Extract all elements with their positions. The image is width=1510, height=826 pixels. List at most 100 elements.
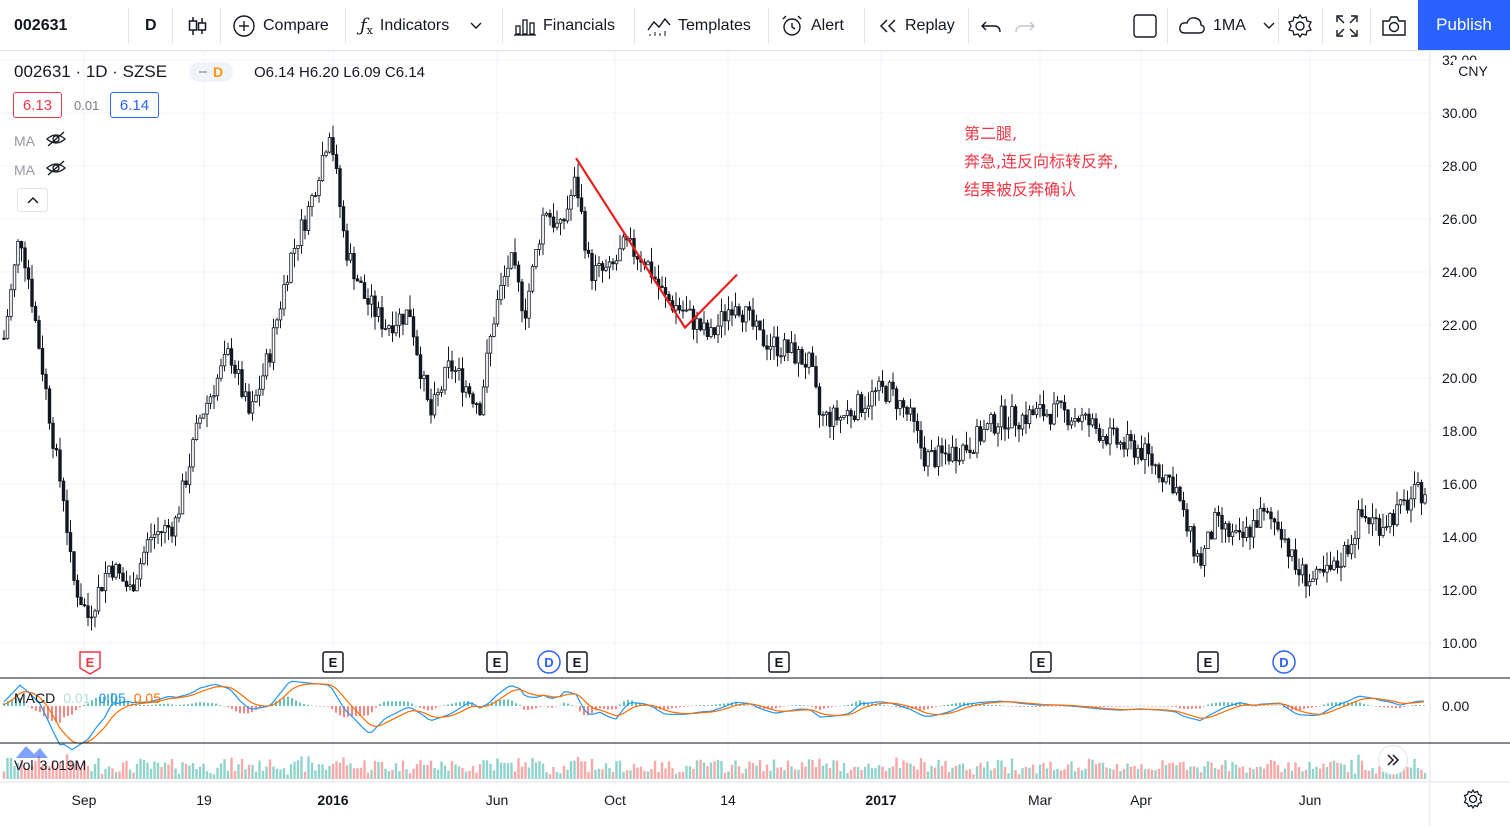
interval-button[interactable]: D — [145, 0, 157, 51]
chart-settings-button[interactable] — [1462, 788, 1484, 815]
macd-histogram-bar — [987, 704, 989, 706]
layout-button[interactable] — [1133, 0, 1157, 51]
candle-body — [1356, 509, 1361, 539]
volume-bar — [902, 760, 905, 779]
chart-canvas[interactable]: 32.0030.0028.0026.0024.0022.0020.0018.00… — [0, 51, 1510, 826]
candle-body — [114, 564, 118, 578]
macd-histogram-bar — [1047, 706, 1049, 707]
candle-body — [954, 446, 958, 462]
volume-bar — [870, 768, 874, 779]
candle-body — [744, 306, 748, 323]
collapse-legend-button[interactable] — [17, 188, 48, 212]
macd-histogram-bar — [907, 706, 909, 709]
macd-histogram-bar — [23, 702, 25, 706]
snapshot-button[interactable] — [1381, 0, 1407, 51]
macd-histogram-bar — [1123, 706, 1125, 707]
volume-bar — [818, 758, 821, 779]
volume-bar — [223, 759, 226, 779]
macd-legend[interactable]: MACD 0.01 0.05 0.05 — [14, 690, 161, 706]
candle-body — [373, 295, 377, 317]
macd-histogram-bar — [1239, 702, 1241, 706]
macd-histogram-bar — [1271, 705, 1273, 706]
candle-body — [1388, 513, 1392, 528]
volume-legend[interactable]: Vol 3.019M — [14, 757, 86, 773]
templates-button[interactable]: Templates — [647, 0, 751, 51]
undo-button[interactable] — [980, 0, 1002, 51]
macd-histogram-bar — [1107, 706, 1109, 707]
candle-body — [1097, 428, 1102, 441]
macd-histogram-bar — [1027, 706, 1029, 707]
axes: 32.0030.0028.0026.0024.0022.0020.0018.00… — [0, 51, 1510, 826]
ma-legend-1[interactable]: MA — [14, 131, 67, 150]
volume-bar — [979, 762, 982, 779]
volume-bar — [905, 762, 909, 779]
candle-body — [191, 439, 195, 468]
candle-body — [418, 354, 423, 380]
candle-body — [527, 290, 531, 319]
candle-body — [1006, 427, 1011, 430]
event-label: E — [573, 655, 582, 670]
macd-histogram-bar — [875, 703, 877, 706]
compare-button[interactable]: Compare — [232, 0, 329, 51]
candle-body — [870, 391, 874, 407]
save-range-button[interactable]: 1MA — [1178, 0, 1275, 51]
candle-body — [250, 401, 255, 414]
candle-body — [772, 336, 776, 347]
alert-button[interactable]: Alert — [780, 0, 844, 51]
fullscreen-button[interactable] — [1335, 0, 1359, 51]
volume-bar — [772, 759, 776, 779]
divider — [968, 8, 969, 43]
candle-body — [467, 386, 472, 395]
candle-body — [229, 348, 234, 366]
candle-body — [303, 219, 307, 231]
candle-body — [1304, 564, 1308, 587]
candle-body — [1297, 569, 1301, 576]
candle-body — [1192, 526, 1196, 557]
ma-legend-2[interactable]: MA — [14, 160, 67, 179]
candle-body — [1216, 512, 1221, 516]
volume-bar — [447, 770, 450, 779]
time-tick-label: Jun — [1299, 792, 1322, 808]
publish-button[interactable]: Publish — [1418, 0, 1510, 50]
volume-bar — [174, 768, 177, 779]
macd-histogram-bar — [463, 701, 465, 706]
macd-histogram-bar — [419, 706, 421, 708]
candle-body — [1003, 405, 1007, 430]
chart-annotation[interactable]: 第二腿, 奔急,连反向标转反奔, 结果被反奔确认 — [964, 120, 1118, 204]
redo-button[interactable] — [1014, 0, 1036, 51]
volume-bar — [1399, 769, 1402, 779]
candle-body — [509, 252, 514, 269]
candle-body — [600, 263, 605, 271]
chart-type-button[interactable] — [186, 0, 208, 51]
sell-price[interactable]: 6.13 — [13, 92, 62, 118]
trend-drawing[interactable] — [575, 157, 738, 330]
volume-bar — [1220, 764, 1224, 779]
financials-button[interactable]: Financials — [514, 0, 615, 51]
eye-crossed-icon[interactable] — [45, 131, 67, 150]
symbol-search[interactable]: 002631 — [14, 0, 67, 51]
volume-bar — [884, 770, 888, 779]
candle-body — [324, 151, 328, 156]
volume-bar — [219, 763, 223, 779]
tv-logo[interactable] — [14, 742, 50, 765]
replay-button[interactable]: Replay — [878, 0, 955, 51]
candle-body — [453, 370, 458, 372]
buy-price[interactable]: 6.14 — [110, 92, 159, 118]
volume-bar — [335, 761, 338, 779]
eye-crossed-icon[interactable] — [45, 160, 67, 179]
market-status-badge[interactable]: D — [189, 62, 233, 82]
volume-bar — [825, 763, 828, 779]
candle-body — [394, 324, 398, 334]
volume-bar — [1360, 760, 1364, 779]
scroll-to-realtime-button[interactable] — [1378, 745, 1408, 775]
settings-button[interactable] — [1287, 0, 1313, 51]
volume-bar — [629, 770, 632, 779]
replay-label: Replay — [905, 16, 955, 34]
currency-label[interactable]: CNY — [1453, 60, 1493, 82]
volume-bar — [1350, 759, 1353, 779]
candle-body — [464, 386, 468, 393]
candle-body — [289, 252, 293, 283]
candle-body — [737, 306, 741, 316]
volume-bar — [1042, 762, 1045, 779]
